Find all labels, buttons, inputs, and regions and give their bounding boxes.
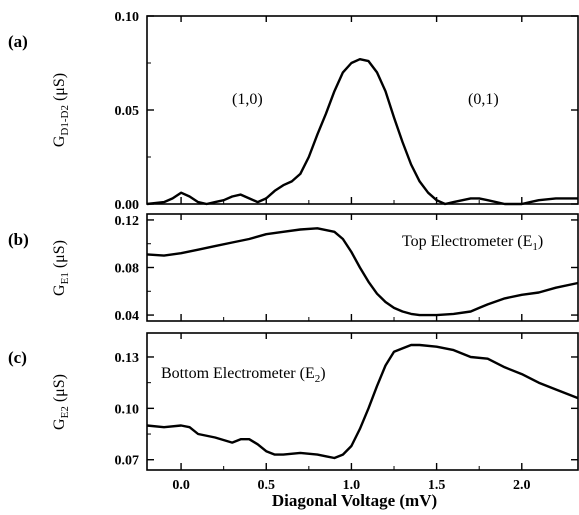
annotation-sub: 2 [315, 373, 321, 385]
y-tick-label: 0.10 [115, 10, 140, 25]
y-label-sub: E2 [59, 406, 71, 418]
annotation-text: Bottom Electrometer (E [161, 365, 315, 382]
annotation: Top Electrometer (E1) [402, 233, 543, 253]
x-tick-label: 2.0 [513, 478, 531, 493]
y-label-sub: D1-D2 [59, 105, 71, 136]
y-tick-label: 0.07 [115, 454, 140, 469]
y-label-unit: (μS) [51, 374, 68, 406]
y-tick-label: 0.08 [115, 262, 140, 277]
annotation: Bottom Electrometer (E2) [161, 365, 326, 385]
annotation: (0,1) [468, 91, 499, 108]
x-tick-label: 1.0 [343, 478, 361, 493]
annotation: (1,0) [232, 91, 263, 108]
x-axis-label: Diagonal Voltage (mV) [272, 491, 437, 510]
plot-frame-0 [146, 15, 579, 205]
x-tick-label: 0.5 [257, 478, 275, 493]
y-tick-label: 0.13 [115, 351, 140, 366]
annotation-text: (0,1) [468, 91, 499, 108]
y-tick-label: 0.10 [115, 402, 140, 417]
y-label-sub: E1 [59, 272, 71, 284]
panel-label: (c) [8, 348, 27, 367]
annotation-text: (1,0) [232, 91, 263, 108]
plot-frame-1 [146, 213, 579, 322]
y-label-unit: (μS) [51, 240, 68, 272]
series-line-1-0 [146, 227, 579, 317]
y-label-main: G [51, 284, 68, 296]
y-label-main: G [51, 418, 68, 430]
series-line-0-0 [146, 58, 578, 206]
y-tick-label: 0.12 [115, 214, 140, 229]
y-axis-label: GD1-D2 (μS) [51, 73, 71, 147]
x-tick-label: 1.5 [428, 478, 446, 493]
y-tick-label: 0.05 [115, 104, 140, 119]
y-label-main: G [51, 135, 68, 147]
panel-label: (a) [8, 32, 28, 51]
y-axis-label: GE1 (μS) [51, 240, 71, 296]
y-tick-label: 0.04 [115, 309, 140, 324]
panel-label: (b) [8, 230, 29, 249]
y-axis-label: GE2 (μS) [51, 374, 71, 430]
series-line-2-0 [146, 343, 579, 460]
y-tick-label: 0.00 [115, 198, 140, 213]
x-tick-label: 0.0 [172, 478, 190, 493]
y-label-unit: (μS) [51, 73, 68, 105]
annotation-tail: ) [538, 233, 543, 250]
annotation-sub: 1 [532, 241, 538, 253]
annotation-tail: ) [320, 365, 325, 382]
annotation-text: Top Electrometer (E [402, 233, 532, 250]
plot-frame-2 [146, 332, 579, 471]
